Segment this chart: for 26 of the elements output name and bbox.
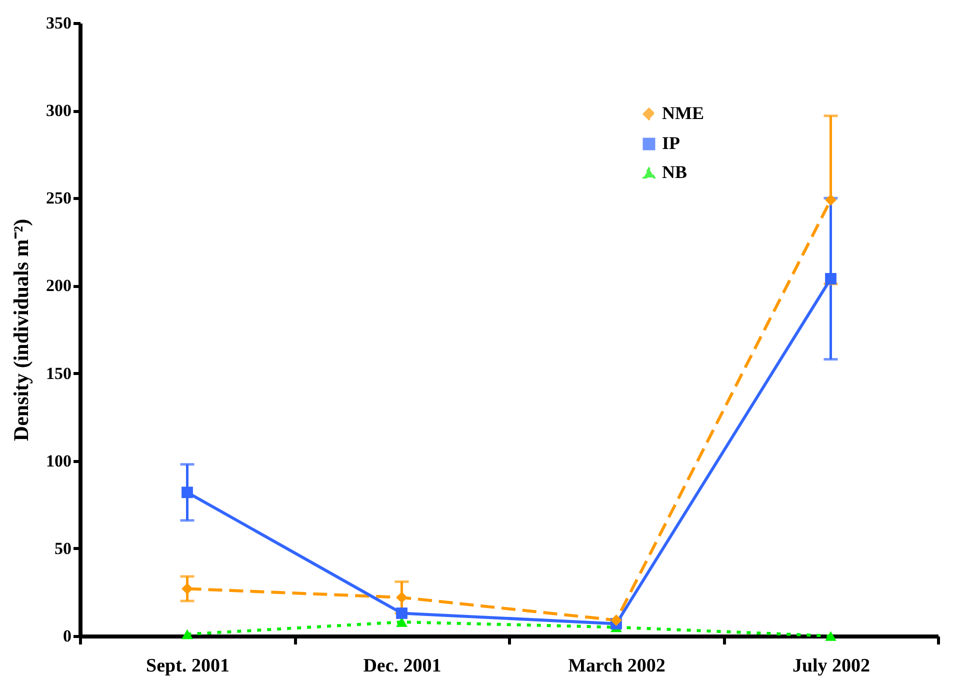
y-tick-label: 200 [46,276,72,296]
point [396,592,408,604]
x-tick-label: July 2002 [792,656,870,676]
x-tick-label: Dec. 2001 [363,656,442,676]
y-tick-label: 50 [54,538,72,558]
point [396,608,408,619]
x-tick-label: March 2002 [568,656,666,676]
y-tick-label: 0 [63,626,72,646]
y-tick-label: 300 [46,101,72,120]
y-tick-label: 100 [46,451,72,470]
y-axis-title: Density (individuals m⁻²) [9,218,33,442]
y-tick-label: 350 [46,14,72,32]
legend-label: IP [662,133,680,153]
y-tick-label: 250 [46,188,72,208]
legend-label: NB [662,162,688,182]
y-tick-label: 150 [46,364,72,383]
point [396,617,408,627]
point [825,631,836,641]
legend-label: NME [662,103,704,123]
point [182,486,193,498]
point [182,629,193,640]
point [825,194,836,206]
point [182,583,193,594]
x-tick-label: Sept. 2001 [146,656,230,676]
point [825,273,836,284]
point [610,614,622,626]
